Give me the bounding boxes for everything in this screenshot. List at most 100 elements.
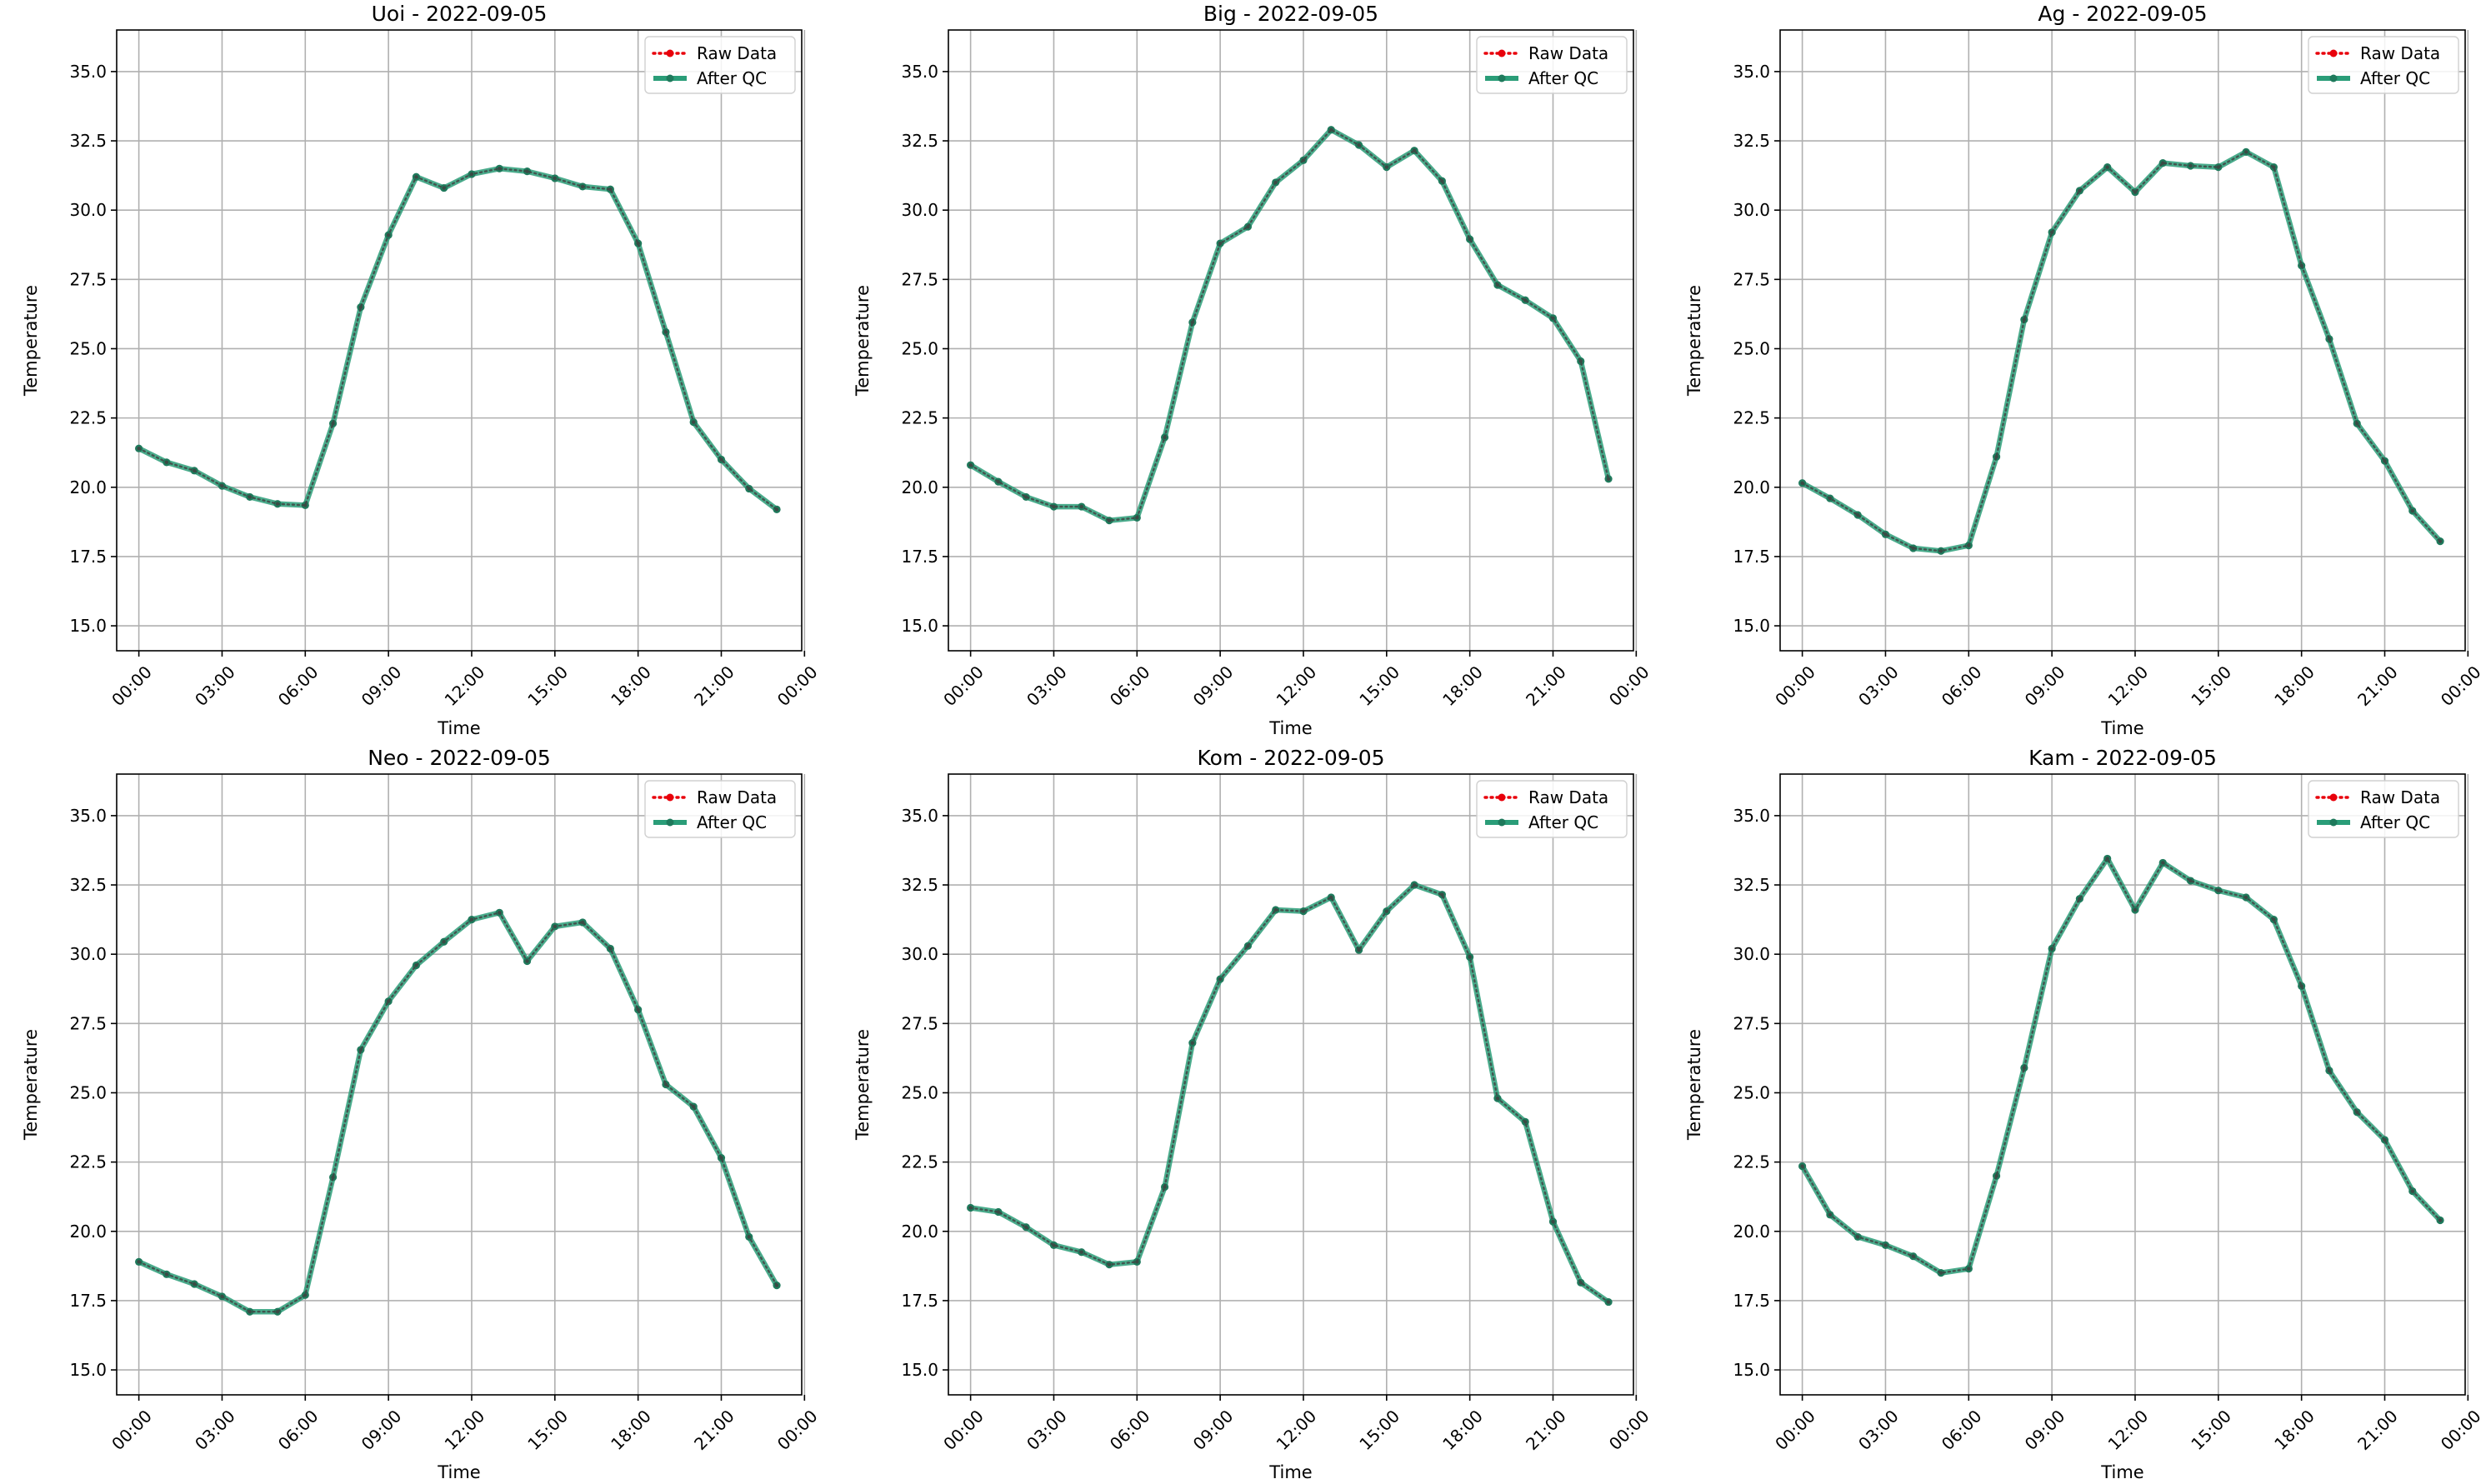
y-tick-label: 30.0 [1733,944,1770,964]
data-point-raw-data [248,495,252,499]
y-axis-label: Temperature [21,1029,41,1141]
x-axis-label: Time [1268,1462,1312,1482]
y-tick-label: 30.0 [901,944,938,964]
series-layer [967,126,1613,525]
data-point-raw-data [1190,1041,1195,1045]
data-point-raw-data [636,1007,640,1012]
x-tick-label: 09:00 [1189,1406,1238,1454]
grid [948,774,1638,1395]
legend: Raw Data After QC [644,780,796,838]
y-tick-label: 32.5 [901,875,938,895]
x-tick-label: 15:00 [1355,662,1403,710]
data-point-raw-data [2272,917,2276,922]
data-point-raw-data [1023,495,1028,499]
y-axis-label: Temperature [853,285,873,397]
data-point-raw-data [968,462,973,467]
y-axis: 15.0 17.5 20.0 22.5 25.0 27.5 30.0 32.5 35.0 [69,62,117,636]
data-point-raw-data [2355,422,2359,426]
x-tick-label: 21:00 [2353,1406,2402,1454]
y-tick-label: 20.0 [1733,477,1770,497]
legend-label-raw-data: Raw Data [1528,787,1608,807]
data-point-raw-data [2188,163,2193,168]
data-point-raw-data [1911,1254,1915,1258]
y-tick-label: 15.0 [901,616,938,636]
x-tick-label: 03:00 [1023,1406,1071,1454]
axes-frame [116,773,803,1396]
data-point-raw-data [1135,1260,1139,1264]
x-tick-label: 00:00 [2437,662,2485,710]
x-tick-label: 06:00 [1938,662,1986,710]
x-tick-label: 12:00 [2104,1406,2153,1454]
data-point-raw-data [1301,909,1306,913]
x-axis-label: Time [437,1462,480,1482]
data-point-raw-data [414,963,418,967]
legend-marker-raw-data [666,793,674,802]
legend-label-after-qc: After QC [697,68,767,88]
data-point-raw-data [2161,161,2165,165]
x-tick-label: 00:00 [939,662,988,710]
data-point-raw-data [303,1293,308,1297]
x-axis-label: Time [2100,718,2143,738]
data-point-raw-data [1412,148,1417,152]
x-tick-label: 12:00 [441,662,489,710]
legend-marker-raw-data [2329,49,2338,57]
y-tick-label: 22.5 [69,408,107,428]
y-tick-label: 22.5 [1733,1152,1770,1172]
series-line-after-qc [136,166,780,512]
data-point-raw-data [1135,516,1139,520]
legend-label-raw-data: Raw Data [2360,787,2440,807]
x-tick-label: 15:00 [2187,1406,2235,1454]
data-point-raw-data [331,1175,335,1180]
y-tick-label: 22.5 [69,1152,107,1172]
series-line-raw-data [138,167,778,511]
y-tick-label: 25.0 [69,1082,107,1102]
x-tick-label: 15:00 [2187,662,2235,710]
data-point-raw-data [1329,127,1333,132]
y-tick-label: 15.0 [901,1360,938,1380]
data-point-raw-data [1828,496,1833,501]
data-point-raw-data [747,487,751,491]
y-tick-label: 17.5 [69,1291,107,1311]
y-tick-label: 27.5 [1733,1013,1770,1033]
x-tick-label: 21:00 [2353,662,2402,710]
y-tick-label: 17.5 [901,1291,938,1311]
y-axis-label: Temperature [1684,285,1704,397]
y-tick-label: 22.5 [901,408,938,428]
x-axis-label: Time [437,718,480,738]
data-point-raw-data [774,507,779,512]
x-tick-label: 12:00 [1273,662,1321,710]
y-tick-label: 25.0 [69,338,107,358]
x-tick-label: 06:00 [1106,1406,1154,1454]
series-line-after-qc [968,127,1612,523]
data-point-raw-data [1883,532,1888,537]
x-tick-label: 00:00 [773,1406,822,1454]
chart-title: Big - 2022-09-05 [1203,2,1378,26]
series-line-after-qc [1799,856,2443,1276]
y-axis: 15.0 17.5 20.0 22.5 25.0 27.5 30.0 32.5 35.0 [901,806,948,1380]
data-point-raw-data [164,1272,169,1277]
data-point-raw-data [2216,165,2221,169]
grid [1780,774,2469,1395]
x-tick-label: 18:00 [607,1406,655,1454]
data-point-raw-data [1301,158,1306,162]
legend-label-after-qc: After QC [1528,68,1598,88]
data-point-raw-data [1495,1096,1500,1101]
x-tick-label: 03:00 [1854,1406,1903,1454]
y-tick-label: 30.0 [69,200,107,220]
y-tick-label: 22.5 [901,1152,938,1172]
data-point-raw-data [719,1156,723,1160]
grid [948,30,1638,651]
legend-marker-after-qc [666,74,674,82]
series-line-after-qc [968,882,1612,1305]
x-tick-label: 00:00 [2437,1406,2485,1454]
grid [1780,30,2469,651]
y-tick-label: 35.0 [901,806,938,826]
x-axis-label: Time [2100,1462,2143,1482]
data-point-raw-data [2438,1218,2443,1222]
data-point-raw-data [303,503,308,507]
data-point-raw-data [275,502,280,506]
series-line-raw-data [969,883,1610,1303]
grid [117,774,806,1395]
y-axis: 15.0 17.5 20.0 22.5 25.0 27.5 30.0 32.5 35.0 [901,62,948,636]
legend-marker-raw-data [1498,49,1506,57]
